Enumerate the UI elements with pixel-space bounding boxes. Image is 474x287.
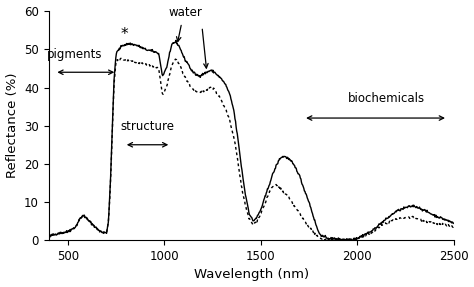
Text: biochemicals: biochemicals bbox=[347, 92, 425, 105]
Text: pigments: pigments bbox=[47, 48, 102, 61]
Text: structure: structure bbox=[120, 120, 174, 133]
Text: *: * bbox=[121, 27, 128, 42]
X-axis label: Wavelength (nm): Wavelength (nm) bbox=[193, 268, 309, 282]
Y-axis label: Reflectance (%): Reflectance (%) bbox=[6, 73, 18, 179]
Text: water: water bbox=[169, 6, 202, 19]
